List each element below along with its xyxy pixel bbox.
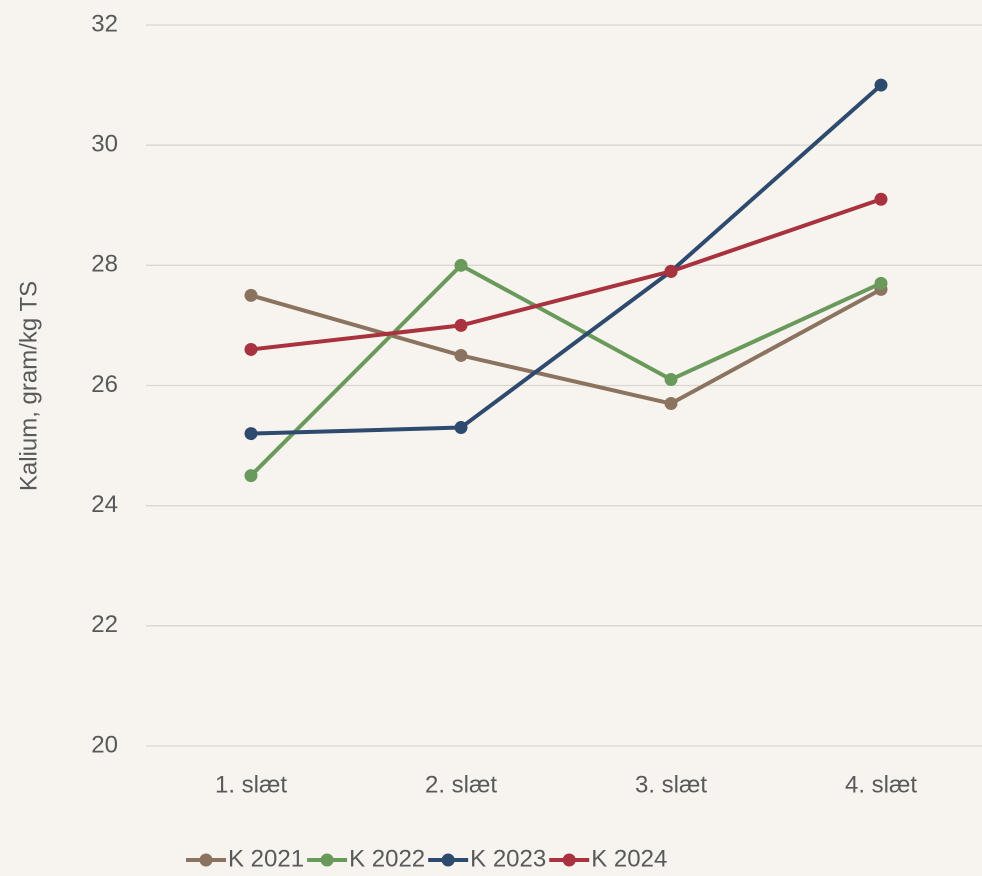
legend-marker [320, 853, 334, 867]
y-tick-label: 20 [91, 731, 118, 758]
data-point [454, 421, 468, 435]
y-tick-label: 22 [91, 611, 118, 638]
legend-marker [441, 853, 455, 867]
y-axis-label: Kalium, gram/kg TS [15, 281, 42, 491]
series-line [250, 287, 882, 406]
legend-marker [562, 853, 576, 867]
series-line [249, 263, 882, 478]
data-point [874, 192, 888, 206]
data-point [664, 264, 678, 278]
data-point [244, 427, 258, 441]
series-line [250, 83, 883, 436]
data-point [874, 78, 888, 92]
legend-label: K 2023 [470, 845, 546, 872]
x-tick-label: 3. slæt [635, 771, 707, 798]
data-point [664, 397, 678, 411]
data-point [244, 288, 258, 302]
data-point [454, 318, 468, 332]
data-point [244, 342, 258, 356]
legend-label: K 2024 [591, 845, 667, 872]
x-tick-label: 1. slæt [215, 771, 287, 798]
legend-marker [199, 853, 213, 867]
data-point [454, 258, 468, 272]
y-tick-label: 26 [91, 371, 118, 398]
y-tick-label: 28 [91, 251, 118, 278]
legend-label: K 2022 [349, 845, 425, 872]
data-point [454, 348, 468, 362]
x-tick-label: 2. slæt [425, 771, 497, 798]
x-tick-label: 4. slæt [845, 771, 917, 798]
y-tick-label: 30 [91, 131, 118, 158]
y-tick-label: 24 [91, 491, 118, 518]
data-point [664, 372, 678, 386]
data-point [874, 276, 888, 290]
legend-label: K 2021 [228, 845, 304, 872]
data-point [244, 469, 258, 483]
series-line [250, 197, 882, 352]
y-tick-label: 32 [91, 10, 118, 37]
